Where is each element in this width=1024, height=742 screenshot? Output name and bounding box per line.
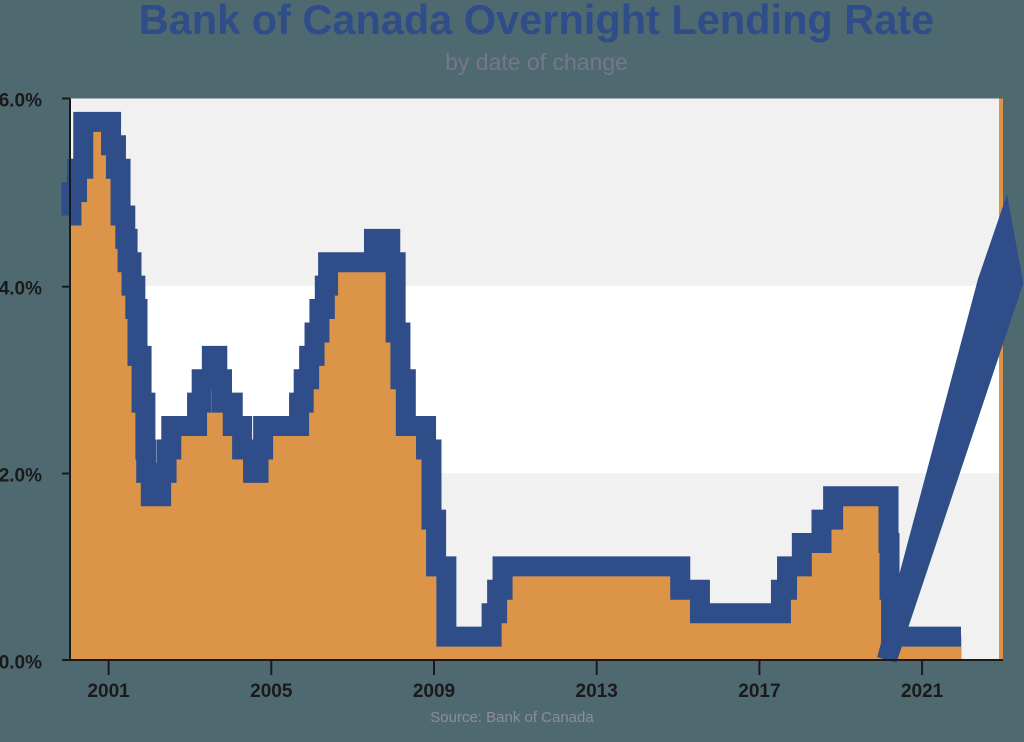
svg-text:2013: 2013 (576, 681, 618, 702)
svg-text:2017: 2017 (738, 681, 780, 702)
svg-text:6.0%: 6.0% (0, 91, 42, 112)
svg-text:4.0%: 4.0% (0, 279, 42, 300)
svg-text:2005: 2005 (250, 681, 293, 702)
svg-text:2009: 2009 (413, 681, 455, 702)
svg-text:2021: 2021 (901, 681, 944, 702)
svg-text:Source: Bank of Canada: Source: Bank of Canada (430, 709, 594, 726)
svg-text:2.0%: 2.0% (0, 466, 42, 487)
svg-text:2001: 2001 (87, 681, 130, 702)
svg-text:0.0%: 0.0% (0, 653, 42, 674)
